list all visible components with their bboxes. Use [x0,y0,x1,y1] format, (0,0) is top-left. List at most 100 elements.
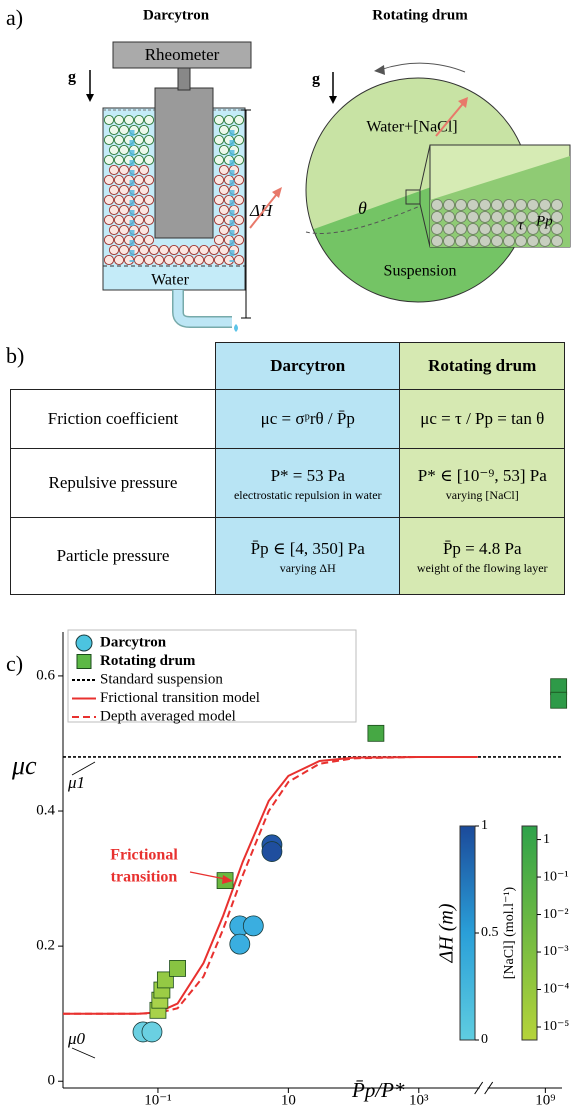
particle [109,205,118,214]
shaft [178,66,190,90]
legend-label: Rotating drum [100,653,196,669]
particle [114,215,123,224]
particle [214,195,223,204]
particle [444,236,455,247]
particle [234,235,243,244]
particle [174,255,183,264]
cell-note: varying [NaCl] [404,489,560,501]
row-label: Particle pressure [11,518,216,595]
legend-label: Darcytron [100,634,167,650]
particle [209,245,218,254]
label: Pp [535,213,553,229]
particle [432,212,443,223]
label: τ [518,217,524,233]
darcytron-parts: Rheometer Water g ΔH [68,42,282,332]
particle [492,200,503,211]
colorbar-tick-label: 10⁻² [543,907,569,922]
particle [540,236,551,247]
y-tick-label: 0.6 [36,667,55,683]
cylinder [155,88,213,238]
particle [504,212,515,223]
colorbar-tick-label: 10⁻¹ [543,869,569,884]
colorbar-label: ΔH (m) [436,903,458,963]
particle [234,255,243,264]
annotation: μc [11,751,37,780]
particle [219,185,228,194]
panel-label: a) [6,5,23,30]
particle [516,236,527,247]
row: Particle pressure P̄p ∈ [4, 350] Pa varyi… [11,518,565,595]
x-tick-label: 10 [281,1092,296,1108]
particle [214,235,223,244]
legend-label: Depth averaged model [100,708,236,724]
particle [189,245,198,254]
x-tick-label: 10⁹ [535,1092,555,1108]
particle [139,205,148,214]
particle [468,212,479,223]
particle [516,200,527,211]
particle [234,155,243,164]
legend-label: Frictional transition model [100,690,260,706]
cell-note: electrostatic repulsion in water [220,489,395,501]
legend-marker [76,635,92,651]
annotation: Frictional [110,847,178,864]
particle [492,212,503,223]
particle [456,236,467,247]
particle [119,185,128,194]
annotation: μ1 [67,773,85,792]
particle [104,115,113,124]
particle [119,225,128,234]
particle [432,200,443,211]
particle [134,155,143,164]
cell-main: μc = σᵖrθ / P̄p [261,409,355,428]
header-cell: Darcytron [216,343,400,390]
page: {"panel_labels": ["a)", "b)", "c)"], "di… [0,0,573,1108]
particle [219,245,228,254]
particle [456,200,467,211]
drum-diagram: g Water+[NaCl] θ Suspension [300,63,570,310]
particle [159,245,168,254]
particle [219,145,228,154]
particle [114,195,123,204]
particle [149,245,158,254]
cell-main: μc = τ / Pp = tan θ [420,409,544,428]
particle [504,224,515,235]
particle [114,175,123,184]
particle [552,224,563,235]
particle [114,115,123,124]
particle [234,195,243,204]
particle [109,145,118,154]
particle [139,125,148,134]
colorbar-tick-label: 10⁻³ [543,944,569,959]
particle [109,245,118,254]
particle [444,212,455,223]
particle [119,125,128,134]
particle [124,115,133,124]
particle [139,145,148,154]
particle [104,215,113,224]
cell-note: varying ΔH [220,562,395,574]
row: Friction coefficient μc = σᵖrθ / P̄p μc … [11,390,565,449]
x-tick-label: 10³ [409,1092,429,1108]
arrowhead [329,96,337,104]
gravity-label: g [68,69,76,86]
particle [214,115,223,124]
particle [444,200,455,211]
blank-cell [11,343,216,390]
particle [552,212,563,223]
drop [234,324,238,332]
particle [134,195,143,204]
particle [480,200,491,211]
diagram-title: Darcytron [143,7,210,23]
cell: μc = σᵖrθ / P̄p [216,390,400,449]
y-tick-label: 0 [48,1073,56,1089]
arrowhead [272,187,282,198]
particle [492,224,503,235]
particle [214,255,223,264]
row-label: Friction coefficient [11,390,216,449]
particle [114,135,123,144]
particle [432,236,443,247]
arrowhead [374,65,385,75]
cell-main: P̄p ∈ [4, 350] Pa [251,539,365,558]
particle [199,245,208,254]
